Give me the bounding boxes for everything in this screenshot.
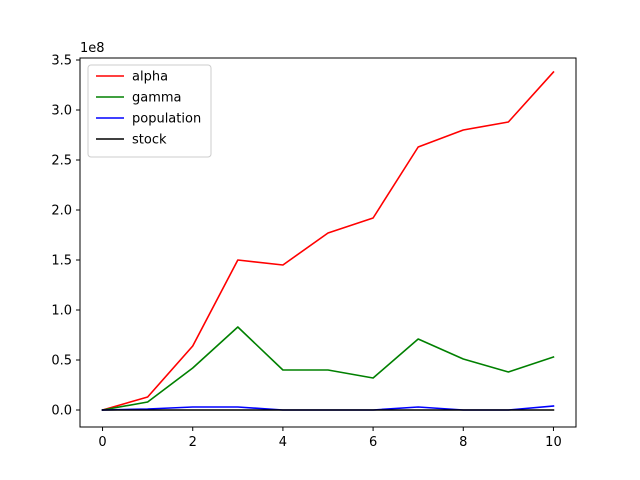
legend-label-gamma: gamma [132, 91, 182, 106]
y-tick-label: 2.0 [51, 204, 72, 219]
series-line-gamma [101, 326, 555, 411]
y-tick-label: 3.0 [51, 104, 72, 119]
y-tick-label: 2.5 [51, 154, 72, 169]
y-tick-label: 1.5 [51, 254, 72, 269]
legend-label-alpha: alpha [132, 70, 168, 85]
legend: alpha gamma population stock [87, 64, 212, 158]
x-tick-label: 6 [369, 435, 377, 450]
plot-frame [79, 57, 577, 428]
legend-label-population: population [132, 112, 201, 127]
x-tick-label: 8 [459, 435, 467, 450]
y-tick-label: 1.0 [51, 304, 72, 319]
x-axis: 0 2 4 6 8 10 [98, 427, 562, 450]
y-tick-label: 3.5 [51, 54, 72, 69]
y-tick-label: 0.5 [51, 354, 72, 369]
series-layer [101, 70, 555, 411]
y-tick-label: 0.0 [51, 404, 72, 419]
x-tick-label: 0 [98, 435, 106, 450]
y-axis: 0.0 0.5 1.0 1.5 2.0 2.5 3.0 3.5 [51, 54, 80, 419]
legend-box [87, 64, 212, 158]
legend-label-stock: stock [132, 133, 167, 148]
x-tick-label: 4 [279, 435, 287, 450]
x-tick-label: 2 [189, 435, 197, 450]
x-tick-label: 10 [545, 435, 562, 450]
y-offset-label: 1e8 [80, 41, 105, 56]
series-line-alpha [101, 70, 555, 411]
